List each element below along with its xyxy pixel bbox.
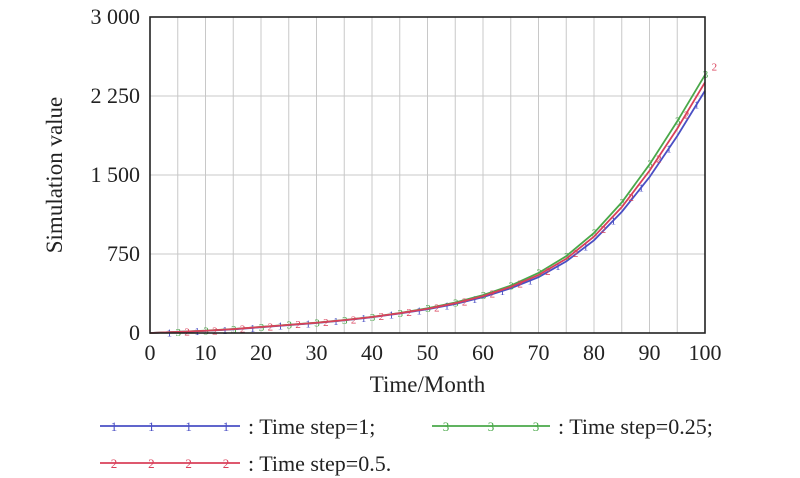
- series-point-marker: 1: [305, 319, 311, 331]
- legend-marker: 2: [148, 456, 155, 471]
- series-point-marker: 1: [472, 294, 478, 306]
- series-point-marker: 2: [628, 192, 634, 204]
- legend-marker: 1: [148, 419, 155, 434]
- series-point-marker: 1: [666, 143, 672, 155]
- series-point-marker: 2: [295, 319, 301, 331]
- x-tick-label: 80: [583, 340, 605, 365]
- series-point-marker: 1: [444, 301, 450, 313]
- x-axis-title: Time/Month: [370, 372, 486, 397]
- y-tick-label: 1 500: [91, 162, 141, 187]
- legend-marker: 3: [533, 419, 540, 434]
- grid: [150, 17, 705, 333]
- series-point-marker: 1: [416, 306, 422, 318]
- series-point-marker: 1: [389, 310, 395, 322]
- series-point-marker: 3: [314, 318, 320, 330]
- legend-marker: 2: [223, 456, 230, 471]
- series-point-marker: 1: [583, 242, 589, 254]
- legend-item: 2 2 2 2 : Time step=0.5.: [100, 451, 391, 476]
- series-point-marker: 1: [611, 215, 617, 227]
- series-point-marker: 3: [564, 251, 570, 263]
- x-tick-labels: 0 10 20 30 40 50 60 70 80 90 100: [145, 340, 722, 365]
- y-tick-label: 3 000: [91, 4, 141, 29]
- series-point-marker: 2: [268, 321, 274, 333]
- series-point-marker: 2: [212, 325, 218, 337]
- x-tick-label: 90: [639, 340, 661, 365]
- series-point-marker: 1: [500, 286, 506, 298]
- y-tick-label: 750: [107, 241, 140, 266]
- series-point-marker: 3: [703, 69, 709, 81]
- legend-item: 1 1 1 1 : Time step=1;: [100, 414, 375, 439]
- legend-label: : Time step=1;: [248, 414, 375, 439]
- series-point-marker: 1: [333, 316, 339, 328]
- series-point-marker: 1: [278, 321, 284, 333]
- legend-marker: 3: [488, 419, 495, 434]
- series-point-marker: 2: [601, 224, 607, 236]
- series-point-marker: 3: [203, 326, 209, 338]
- series-point-marker: 2: [573, 248, 579, 260]
- series-point-marker: 1: [361, 313, 367, 325]
- series-point-marker: 1: [638, 183, 644, 195]
- legend-label: : Time step=0.5.: [248, 451, 391, 476]
- series-point-marker: 2: [462, 296, 468, 308]
- series-point-marker: 3: [647, 159, 653, 171]
- x-tick-label: 70: [528, 340, 550, 365]
- legend-marker: 1: [111, 419, 118, 434]
- series-point-marker: 3: [620, 197, 626, 209]
- legend-label: : Time step=0.25;: [558, 414, 713, 439]
- x-tick-label: 100: [689, 340, 722, 365]
- legend-item: 3 3 3 : Time step=0.25;: [432, 414, 713, 439]
- series-point-marker: 2: [684, 109, 690, 121]
- y-tick-label: 0: [129, 320, 140, 345]
- series-point-marker: 2: [323, 317, 329, 329]
- legend-marker: 3: [443, 419, 450, 434]
- x-tick-label: 40: [361, 340, 383, 365]
- series-line: [149, 81, 706, 334]
- series-point-marker: 2: [656, 153, 662, 165]
- legend-marker: 2: [185, 456, 192, 471]
- x-tick-label: 60: [472, 340, 494, 365]
- series-point-marker: 3: [342, 315, 348, 327]
- series-point-marker: 2: [545, 266, 551, 278]
- series-point-marker: 1: [694, 99, 700, 111]
- y-tick-labels: 0 750 1 500 2 250 3 000: [91, 4, 141, 345]
- series-point-marker: 2: [406, 307, 412, 319]
- y-axis-title: Simulation value: [42, 97, 67, 254]
- x-tick-label: 20: [250, 340, 272, 365]
- x-tick-label: 30: [306, 340, 328, 365]
- series-point-marker: 2: [712, 62, 718, 74]
- series-point-marker: 2: [490, 289, 496, 301]
- x-tick-label: 10: [195, 340, 217, 365]
- x-tick-label: 0: [145, 340, 156, 365]
- series-point-marker: 3: [231, 324, 237, 336]
- series-point-marker: 2: [379, 311, 385, 323]
- series-point-marker: 2: [517, 279, 523, 291]
- series-point-marker: 2: [240, 324, 246, 336]
- series-point-marker: 1: [555, 261, 561, 273]
- series-point-marker: 2: [351, 314, 357, 326]
- legend-marker: 1: [223, 419, 230, 434]
- series-point-marker: 1: [527, 275, 533, 287]
- legend-marker: 1: [185, 419, 192, 434]
- x-tick-label: 50: [417, 340, 439, 365]
- series-point-marker: 1: [250, 323, 256, 335]
- series-point-marker: 1: [222, 325, 228, 337]
- series-point-marker: 3: [370, 312, 376, 324]
- series-point-marker: 3: [287, 320, 293, 332]
- series-point-marker: 3: [259, 322, 265, 334]
- y-tick-label: 2 250: [91, 83, 141, 108]
- series-point-marker: 2: [434, 302, 440, 314]
- legend-marker: 2: [111, 456, 118, 471]
- plot-frame: [149, 16, 706, 334]
- series-point-marker: 3: [675, 115, 681, 127]
- series-point-marker: 3: [592, 227, 598, 239]
